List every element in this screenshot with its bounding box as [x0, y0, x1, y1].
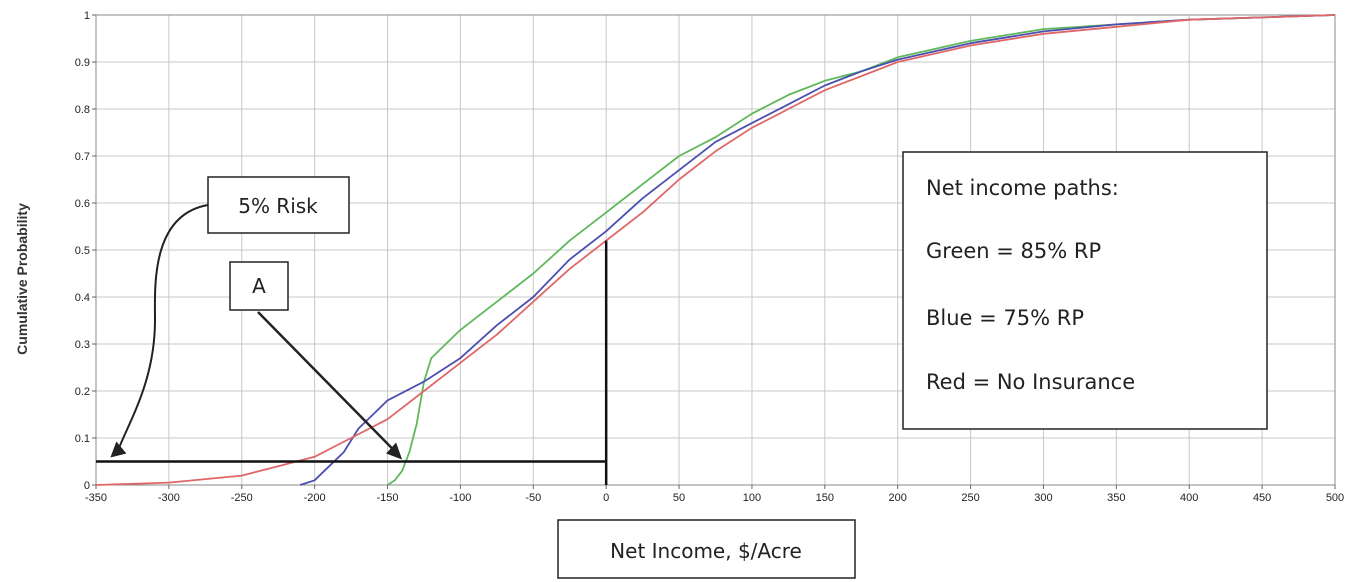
y-tick-label: 0.8	[75, 104, 90, 116]
x-tick-label: 50	[673, 492, 685, 504]
annotation-risk-arrowhead	[110, 441, 127, 458]
annotation-risk: 5% Risk	[110, 176, 350, 458]
x-tick-label: 450	[1253, 492, 1271, 504]
legend-entry-green: Green = 85% RP	[926, 239, 1101, 263]
x-tick-label: 150	[816, 492, 834, 504]
x-axis-ticks: -350 -300 -250 -200 -150 -100 -50 0 50 100 150 200 2…	[85, 485, 1344, 504]
series-layer	[95, 14, 1336, 486]
legend-entry-red: Red = No Insurance	[926, 370, 1135, 394]
x-tick-label: 250	[961, 492, 979, 504]
series-line-blue	[299, 14, 1336, 486]
annotation-risk-arrow	[117, 204, 209, 450]
y-axis-label: Cumulative Probability	[14, 203, 30, 355]
x-tick-label: 0	[603, 492, 609, 504]
y-tick-label: 0.3	[75, 339, 90, 351]
annotation-risk-text: 5% Risk	[238, 194, 318, 218]
x-tick-label: 300	[1034, 492, 1052, 504]
y-tick-label: 0.4	[75, 292, 90, 304]
annotation-a: A	[229, 261, 403, 460]
x-tick-label: -350	[85, 492, 107, 504]
y-tick-label: 0.2	[75, 386, 90, 398]
x-tick-label: 400	[1180, 492, 1198, 504]
reference-lines	[96, 240, 608, 485]
annotation-a-arrowhead	[386, 442, 403, 460]
x-tick-label: -200	[304, 492, 326, 504]
series-line-red	[95, 14, 1336, 486]
x-tick-label: 200	[889, 492, 907, 504]
x-tick-label: -150	[377, 492, 399, 504]
y-tick-label: 0.7	[75, 151, 90, 163]
series-line-green	[387, 14, 1336, 486]
x-tick-label: -250	[231, 492, 253, 504]
x-tick-label: 100	[743, 492, 761, 504]
x-tick-label: 350	[1107, 492, 1125, 504]
x-axis-label: Net Income, $/Acre	[610, 539, 802, 563]
y-tick-label: 1	[84, 10, 90, 22]
x-tick-label: 500	[1326, 492, 1344, 504]
y-tick-label: 0.5	[75, 245, 90, 257]
y-axis-ticks: 0 0.1 0.2 0.3 0.4 0.5 0.6 0.7 0.8 0.9 1	[75, 10, 96, 492]
annotation-a-arrow	[257, 311, 397, 454]
legend-title: Net income paths:	[926, 176, 1119, 200]
y-tick-label: 0.1	[75, 433, 90, 445]
x-tick-label: -100	[449, 492, 471, 504]
x-tick-label: -50	[525, 492, 541, 504]
x-tick-label: -300	[158, 492, 180, 504]
x-axis-label-box: Net Income, $/Acre	[557, 519, 856, 579]
legend-entry-blue: Blue = 75% RP	[926, 306, 1084, 330]
legend-box: Net income paths: Green = 85% RP Blue = …	[902, 151, 1268, 430]
y-tick-label: 0.9	[75, 57, 90, 69]
y-tick-label: 0.6	[75, 198, 90, 210]
annotation-a-text: A	[252, 274, 266, 298]
y-tick-label: 0	[84, 480, 90, 492]
